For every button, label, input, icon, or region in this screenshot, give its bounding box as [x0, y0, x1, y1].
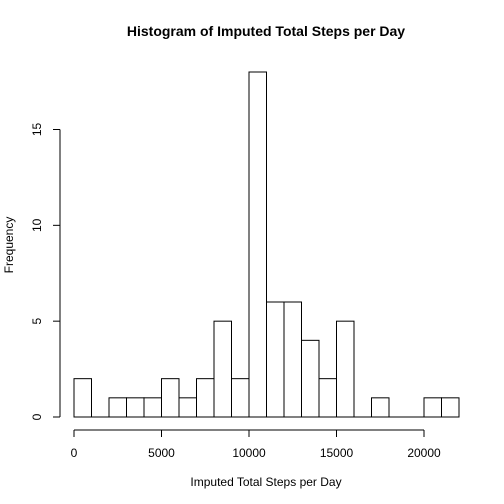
histogram-bar	[441, 397, 460, 418]
x-tick-label: 15000	[320, 446, 354, 460]
histogram-bar	[73, 378, 92, 418]
histogram-bar	[231, 378, 250, 418]
histogram-bar	[283, 301, 302, 418]
histogram-bar	[336, 320, 355, 418]
histogram-bar	[126, 397, 145, 418]
histogram-bar	[161, 378, 180, 418]
histogram-bar	[423, 397, 442, 418]
histogram-bar	[318, 378, 337, 418]
histogram-bar	[143, 397, 162, 418]
x-axis: 0 5000 10000 15000 20000	[71, 429, 441, 460]
histogram-bar	[301, 339, 320, 418]
histogram-bar	[266, 301, 285, 418]
y-axis: 0 5 10 15	[30, 123, 61, 420]
bars-group	[73, 71, 460, 418]
y-tick-label: 5	[30, 318, 44, 325]
histogram-bar	[196, 378, 215, 418]
y-tick-label: 10	[30, 218, 44, 232]
histogram-bar	[178, 397, 197, 418]
x-tick-label: 5000	[148, 446, 175, 460]
y-axis-label: Frequency	[2, 217, 16, 274]
x-axis-label: Imputed Total Steps per Day	[190, 475, 341, 489]
x-tick-label: 10000	[232, 446, 266, 460]
histogram-bar	[371, 397, 390, 418]
y-tick-label: 15	[30, 123, 44, 137]
chart-title: Histogram of Imputed Total Steps per Day	[127, 23, 405, 39]
histogram-bar	[248, 71, 267, 418]
histogram-bar	[213, 320, 232, 418]
y-tick-label: 0	[30, 413, 44, 420]
histogram-bar	[108, 397, 127, 418]
x-tick-label: 20000	[407, 446, 441, 460]
x-tick-label: 0	[71, 446, 78, 460]
